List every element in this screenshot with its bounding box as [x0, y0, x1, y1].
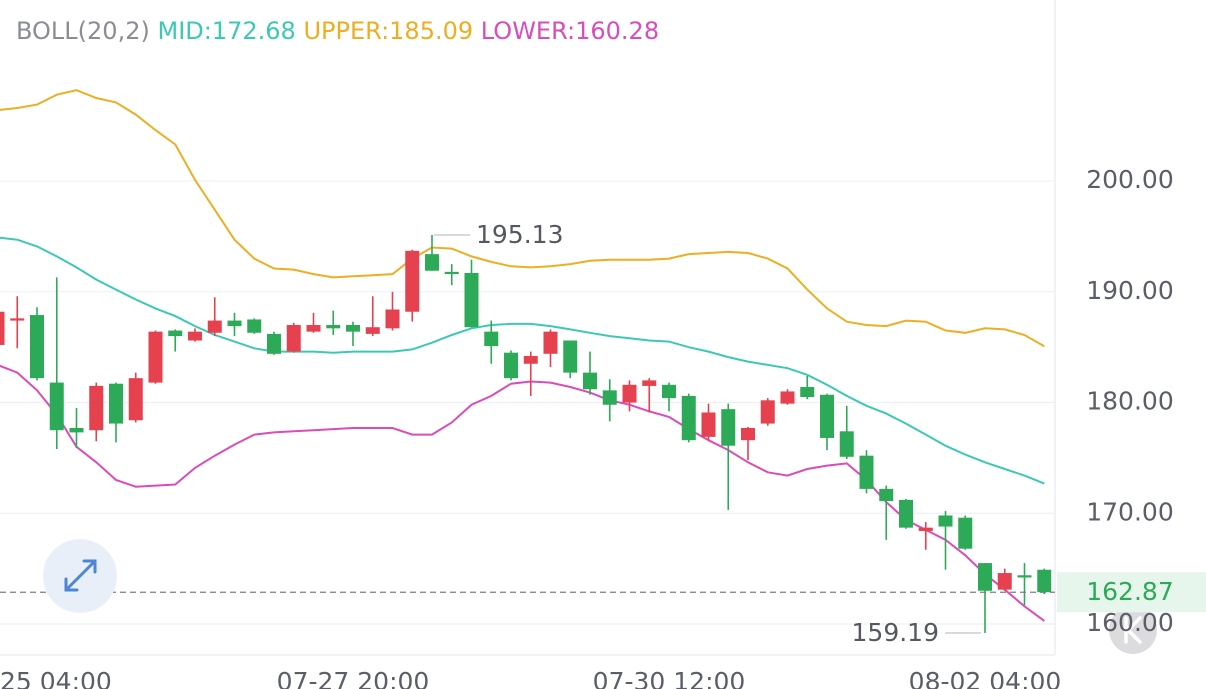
x-tick-label: 07-30 12:00	[593, 667, 746, 689]
legend-item: MID:172.68	[157, 17, 295, 45]
candle-body	[286, 325, 301, 352]
candle-body	[760, 400, 775, 424]
expand-button[interactable]	[43, 539, 117, 613]
candle-body	[859, 455, 874, 489]
x-tick-label: 07-27 20:00	[277, 667, 430, 689]
candle-body	[306, 325, 321, 332]
candle-body	[227, 320, 242, 327]
candle-body	[267, 333, 281, 354]
legend-item: UPPER:185.09	[303, 17, 473, 45]
candle-body	[0, 311, 5, 345]
x-tick-label: 25 04:00	[0, 667, 112, 689]
candle-body	[622, 384, 637, 403]
high-marker-label: 195.13	[476, 220, 563, 249]
candle-body	[662, 384, 676, 399]
y-tick-label: 170.00	[1086, 497, 1173, 526]
last-price-box	[1057, 572, 1206, 613]
candle-body	[602, 390, 617, 405]
y-tick-label: 160.00	[1086, 608, 1173, 637]
candle-body	[642, 380, 657, 386]
candle-body	[168, 330, 183, 337]
candle-body	[997, 573, 1012, 590]
band-line	[0, 236, 1045, 485]
legend-item: LOWER:160.28	[481, 17, 659, 45]
candle-body	[820, 394, 834, 438]
candle-body	[879, 488, 894, 502]
candle-body	[918, 527, 933, 531]
candle-body	[741, 427, 755, 441]
expand-icon[interactable]	[64, 559, 97, 592]
candle-body	[484, 331, 499, 347]
candle-body	[464, 272, 479, 328]
candle-body	[583, 372, 597, 390]
candle-body	[69, 427, 84, 433]
candle-body	[425, 254, 439, 271]
candle-body	[899, 499, 913, 528]
candle-body	[346, 325, 360, 332]
candle-body	[89, 385, 104, 431]
candle-body	[326, 325, 341, 329]
candle-body	[385, 309, 400, 329]
x-tick-label: 08-02 04:00	[909, 667, 1062, 689]
legend: BOLL(20,2) MID:172.68 UPPER:185.09 LOWER…	[16, 17, 659, 45]
candle-body	[207, 320, 222, 333]
legend-indicator: BOLL(20,2)	[16, 17, 150, 45]
band-line	[0, 89, 1045, 348]
candle-body	[30, 315, 44, 379]
candle-body	[49, 382, 64, 431]
y-tick-label: 190.00	[1086, 276, 1173, 305]
candle-body	[1037, 569, 1052, 593]
plot-area	[0, 89, 1055, 634]
candle-body	[148, 331, 163, 383]
candle-body	[405, 250, 420, 312]
candle-body	[721, 409, 736, 446]
y-tick-label: 200.00	[1086, 165, 1173, 194]
candle-body	[128, 378, 143, 421]
candle-body	[978, 563, 992, 591]
y-tick-label: 180.00	[1086, 387, 1173, 416]
candle-body	[701, 412, 716, 437]
last-price-label: 162.87	[1086, 577, 1173, 606]
candle-body	[800, 387, 815, 397]
candle-body	[444, 271, 459, 275]
candle-body	[839, 431, 854, 457]
kline-button[interactable]	[1109, 606, 1157, 654]
candle-body	[681, 395, 696, 441]
candle-body	[504, 352, 518, 379]
candle-body	[10, 318, 25, 321]
candle-body	[188, 331, 202, 341]
candle-body	[938, 515, 953, 527]
candle-body	[247, 319, 262, 333]
candle-body	[543, 331, 558, 354]
candle-body	[563, 340, 578, 373]
kline-icon[interactable]	[1124, 616, 1142, 644]
candle-body	[109, 383, 123, 424]
kline-button-bg[interactable]	[1109, 606, 1157, 654]
candle-body	[365, 327, 380, 334]
candle-body	[523, 356, 538, 364]
candle-body	[958, 517, 973, 549]
candle-body	[780, 391, 795, 404]
low-marker-label: 159.19	[852, 618, 939, 647]
candle-body	[1017, 575, 1032, 578]
